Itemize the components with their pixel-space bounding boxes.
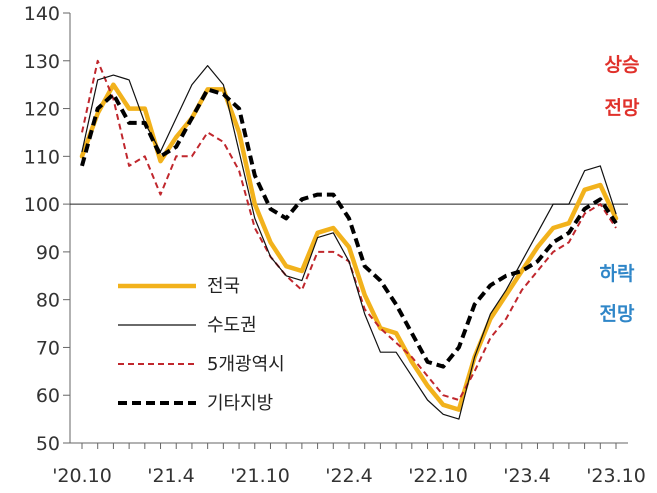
y-tick-label: 130 bbox=[24, 51, 60, 73]
legend-label-수도권: 수도권 bbox=[207, 315, 257, 336]
annotation-fall-line2: 전망 bbox=[600, 303, 635, 325]
y-tick-label: 90 bbox=[36, 242, 60, 264]
y-tick-label: 140 bbox=[24, 3, 60, 25]
y-axis: 140 130 120 110 100 90 80 70 60 50 bbox=[24, 3, 71, 455]
legend-label-5개광역시: 5개광역시 bbox=[207, 354, 285, 375]
y-tick-label: 120 bbox=[24, 99, 60, 121]
annotation-rise-line1: 상승 bbox=[605, 54, 640, 76]
y-tick-label: 80 bbox=[36, 290, 60, 312]
x-axis: '20.10 '21.4 '21.10 '22.4 '22.10 '23.4 '23.10 bbox=[52, 442, 646, 487]
x-tick-label: '22.10 bbox=[408, 465, 468, 487]
y-tick-label: 60 bbox=[36, 385, 60, 407]
x-tick-label: '20.10 bbox=[52, 465, 112, 487]
legend-label-기타지방: 기타지방 bbox=[207, 393, 273, 414]
annotation-rise-line2: 전망 bbox=[605, 97, 640, 119]
legend: 전국 수도권 5개광역시 기타지방 bbox=[118, 276, 285, 414]
annotation-fall: 하락 전망 bbox=[600, 263, 635, 325]
legend-label-전국: 전국 bbox=[207, 276, 240, 297]
y-tick-label: 100 bbox=[24, 194, 60, 216]
y-tick-label: 70 bbox=[36, 337, 60, 359]
series-line-기타지방 bbox=[80, 87, 618, 369]
series-line-전국 bbox=[79, 82, 619, 412]
y-tick-label: 110 bbox=[24, 146, 60, 168]
x-tick-label: '21.4 bbox=[147, 465, 195, 487]
x-tick-label: '22.4 bbox=[325, 465, 373, 487]
annotation-fall-line1: 하락 bbox=[600, 263, 635, 285]
y-tick-label: 50 bbox=[36, 433, 60, 455]
x-tick-label: '21.10 bbox=[230, 465, 290, 487]
series-layer bbox=[79, 59, 619, 420]
x-tick-label: '23.10 bbox=[586, 465, 646, 487]
series-line-5개광역시 bbox=[81, 59, 617, 401]
series-line-수도권 bbox=[81, 64, 617, 420]
x-tick-label: '23.4 bbox=[503, 465, 551, 487]
annotation-rise: 상승 전망 bbox=[605, 54, 640, 119]
